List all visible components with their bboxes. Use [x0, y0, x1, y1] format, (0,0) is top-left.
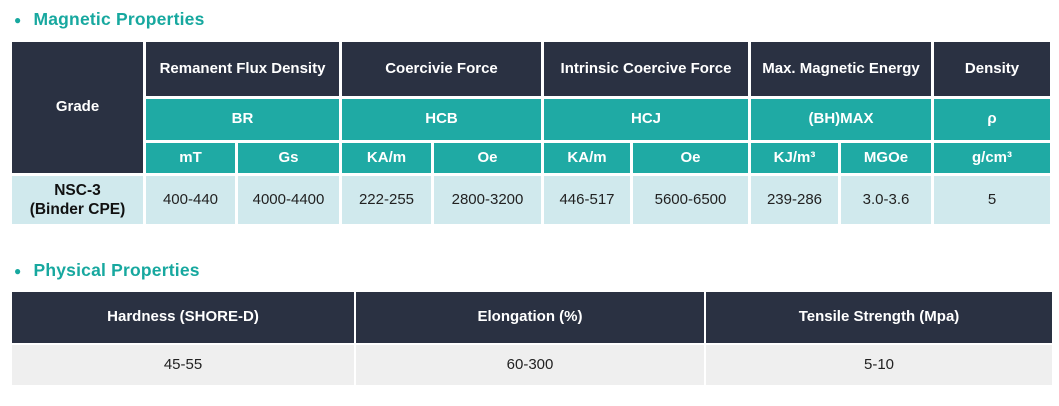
unit-cell-mgoe: MGOe	[841, 143, 932, 173]
symbol-cell-hcj: HCJ	[544, 99, 748, 140]
unit-cell-gcm3: g/cm³	[934, 143, 1051, 173]
value-cell-hcb-oe: 2800-3200	[434, 176, 541, 224]
symbol-cell-hcb: HCB	[342, 99, 541, 140]
unit-cell-gs: Gs	[238, 143, 339, 173]
value-cell-tensile-strength: 5-10	[706, 345, 1052, 385]
group-header-density: Density	[934, 42, 1051, 96]
physical-properties-table: Hardness (SHORE-D) Elongation (%) Tensil…	[10, 290, 1054, 387]
section-title-magnetic: ● Magnetic Properties	[14, 9, 1050, 30]
value-cell-bhmax-mgoe: 3.0-3.6	[841, 176, 932, 224]
unit-cell-oe-hcb: Oe	[434, 143, 541, 173]
column-header-hardness: Hardness (SHORE-D)	[12, 292, 354, 343]
value-cell-elongation: 60-300	[356, 345, 704, 385]
grade-header-cell: Grade	[12, 42, 143, 173]
value-cell-br-mt: 400-440	[146, 176, 235, 224]
group-header-max-magnetic-energy: Max. Magnetic Energy	[751, 42, 932, 96]
value-cell-bhmax-kjm3: 239-286	[751, 176, 838, 224]
value-cell-br-gs: 4000-4400	[238, 176, 339, 224]
column-header-tensile-strength: Tensile Strength (Mpa)	[706, 292, 1052, 343]
symbol-cell-rho: ρ	[934, 99, 1051, 140]
unit-cell-oe-hcj: Oe	[633, 143, 748, 173]
grade-value-cell: NSC-3 (Binder CPE)	[12, 176, 143, 224]
group-header-remanent-flux: Remanent Flux Density	[146, 42, 339, 96]
value-cell-hcj-oe: 5600-6500	[633, 176, 748, 224]
page: ● Magnetic Properties Grade Remanent Flu…	[9, 9, 1054, 387]
unit-cell-kam-hcb: KA/m	[342, 143, 431, 173]
unit-cell-kjm3: KJ/m³	[751, 143, 838, 173]
symbol-cell-br: BR	[146, 99, 339, 140]
magnetic-title-text: Magnetic Properties	[33, 9, 205, 29]
value-cell-hardness: 45-55	[12, 345, 354, 385]
value-cell-density: 5	[934, 176, 1051, 224]
section-gap	[12, 227, 1050, 257]
value-cell-hcb-kam: 222-255	[342, 176, 431, 224]
group-header-coercive-force: Coercivie Force	[342, 42, 541, 96]
symbol-cell-bhmax: (BH)MAX	[751, 99, 932, 140]
bullet-icon: ●	[14, 263, 22, 278]
group-header-intrinsic-coercive: Intrinsic Coercive Force	[544, 42, 748, 96]
value-cell-hcj-kam: 446-517	[544, 176, 630, 224]
column-header-elongation: Elongation (%)	[356, 292, 704, 343]
magnetic-properties-table: Grade Remanent Flux Density Coercivie Fo…	[9, 39, 1053, 227]
unit-cell-mt: mT	[146, 143, 235, 173]
bullet-icon: ●	[14, 12, 22, 27]
section-title-physical: ● Physical Properties	[14, 260, 1050, 281]
physical-title-text: Physical Properties	[33, 260, 200, 280]
unit-cell-kam-hcj: KA/m	[544, 143, 630, 173]
